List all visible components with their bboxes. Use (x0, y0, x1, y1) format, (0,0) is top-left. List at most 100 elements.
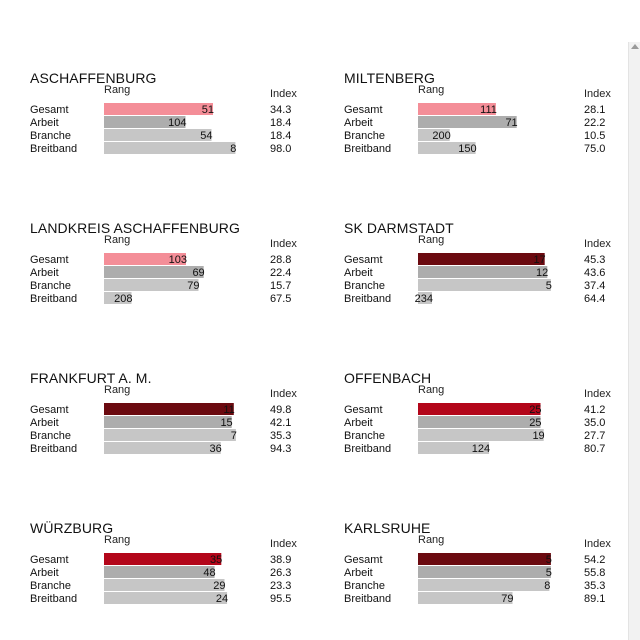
panel-chart: Rang Index Gesamt 5 54.2 Arbeit 5 55.8 Branche 8 3… (344, 534, 611, 605)
rank-header: Rang (418, 384, 444, 396)
panel-title: LANDKREIS ASCHAFFENBURG (30, 220, 241, 236)
index-header: Index (584, 388, 611, 400)
rank-value: 5 (546, 280, 552, 292)
rank-value: 24 (216, 593, 228, 605)
index-value: 34.3 (270, 104, 291, 116)
index-value: 35.3 (584, 580, 605, 592)
rank-value: 7 (231, 430, 237, 442)
ranking-panel: LANDKREIS ASCHAFFENBURG Rang Index Gesamt 10… (30, 220, 320, 330)
index-value: 35.0 (584, 417, 605, 429)
index-value: 45.3 (584, 254, 605, 266)
rank-value: 11 (223, 404, 234, 416)
ranking-panel: KARLSRUHE Rang Index Gesamt 5 54.2 Arbeit 5 55.8… (344, 520, 634, 630)
index-value: 38.9 (270, 554, 291, 566)
ranking-panel: FRANKFURT A. M. Rang Index Gesamt 11 49.8 Arbe… (30, 370, 320, 480)
category-label: Gesamt (30, 254, 69, 266)
index-value: 22.4 (270, 267, 291, 279)
panel-chart: Rang Index Gesamt 11 49.8 Arbeit 15 42.1 Branche… (30, 384, 297, 455)
index-header: Index (270, 538, 297, 550)
index-value: 67.5 (270, 293, 291, 305)
rank-value: 103 (169, 254, 187, 266)
panel-title: FRANKFURT A. M. (30, 370, 152, 386)
rank-value: 36 (210, 443, 222, 455)
category-label: Breitband (344, 593, 391, 605)
category-label: Arbeit (30, 567, 59, 579)
ranking-panel: WÜRZBURG Rang Index Gesamt 35 38.9 Arbeit 48 26.… (30, 520, 320, 630)
category-label: Gesamt (344, 104, 383, 116)
rank-bar (104, 103, 213, 115)
rank-bar (104, 579, 225, 591)
category-label: Branche (30, 280, 71, 292)
panel-title: ASCHAFFENBURG (30, 70, 157, 86)
rank-bar (104, 266, 204, 278)
index-header: Index (584, 238, 611, 250)
rank-bar (104, 142, 236, 154)
rank-value: 25 (529, 417, 541, 429)
rank-value: 69 (192, 267, 204, 279)
index-value: 42.1 (270, 417, 291, 429)
rank-value: 5 (546, 554, 552, 566)
category-label: Gesamt (344, 404, 383, 416)
ranking-panel: ASCHAFFENBURG Rang Index Gesamt 51 34.3 Arbeit… (30, 70, 320, 180)
index-value: 64.4 (584, 293, 605, 305)
rank-value: 234 (415, 293, 433, 305)
rank-bar (104, 416, 232, 428)
index-value: 55.8 (584, 567, 605, 579)
rank-value: 104 (168, 117, 186, 129)
rank-value: 8 (544, 580, 550, 592)
index-value: 80.7 (584, 443, 605, 455)
rank-value: 48 (203, 567, 215, 579)
category-label: Breitband (344, 143, 391, 155)
rank-value: 15 (220, 417, 232, 429)
panel-chart: Rang Index Gesamt 111 28.1 Arbeit 71 22.2 Branch… (344, 84, 611, 155)
category-label: Branche (344, 280, 385, 292)
category-label: Branche (344, 430, 385, 442)
rank-bar (418, 129, 450, 141)
scroll-up-arrow-icon[interactable] (631, 44, 639, 49)
rank-bar (104, 253, 186, 265)
rank-value: 8 (230, 143, 236, 155)
index-header: Index (584, 88, 611, 100)
index-value: 89.1 (584, 593, 605, 605)
category-label: Gesamt (344, 554, 383, 566)
index-value: 28.8 (270, 254, 291, 266)
index-value: 18.4 (270, 117, 291, 129)
category-label: Gesamt (30, 404, 69, 416)
rank-value: 79 (187, 280, 199, 292)
panel-chart: Rang Index Gesamt 17 45.3 Arbeit 12 43.6 Branche… (344, 234, 611, 305)
category-label: Branche (30, 130, 71, 142)
index-header: Index (270, 238, 297, 250)
category-label: Breitband (344, 293, 391, 305)
index-header: Index (270, 388, 297, 400)
rank-bar (104, 442, 221, 454)
rank-bar (104, 566, 215, 578)
category-label: Arbeit (344, 117, 373, 129)
index-value: 54.2 (584, 554, 605, 566)
index-value: 95.5 (270, 593, 291, 605)
index-value: 49.8 (270, 404, 291, 416)
category-label: Arbeit (30, 417, 59, 429)
rank-value: 19 (532, 430, 544, 442)
rank-value: 25 (529, 404, 541, 416)
rank-header: Rang (418, 534, 444, 546)
vertical-scrollbar[interactable] (628, 42, 640, 640)
rank-value: 17 (533, 254, 545, 266)
rank-value: 29 (213, 580, 225, 592)
rank-value: 111 (480, 104, 497, 116)
rank-bar (104, 429, 236, 441)
panel-title: MILTENBERG (344, 70, 435, 86)
rank-value: 35 (210, 554, 222, 566)
rank-header: Rang (104, 384, 130, 396)
rank-header: Rang (104, 534, 130, 546)
category-label: Branche (344, 580, 385, 592)
panel-title: WÜRZBURG (30, 520, 114, 536)
rank-bar (418, 292, 432, 304)
rank-bar (418, 142, 476, 154)
rank-bar (418, 403, 541, 415)
rank-header: Rang (418, 84, 444, 96)
index-value: 15.7 (270, 280, 291, 292)
rank-bar (418, 566, 551, 578)
index-value: 37.4 (584, 280, 605, 292)
index-value: 18.4 (270, 130, 291, 142)
index-value: 28.1 (584, 104, 605, 116)
